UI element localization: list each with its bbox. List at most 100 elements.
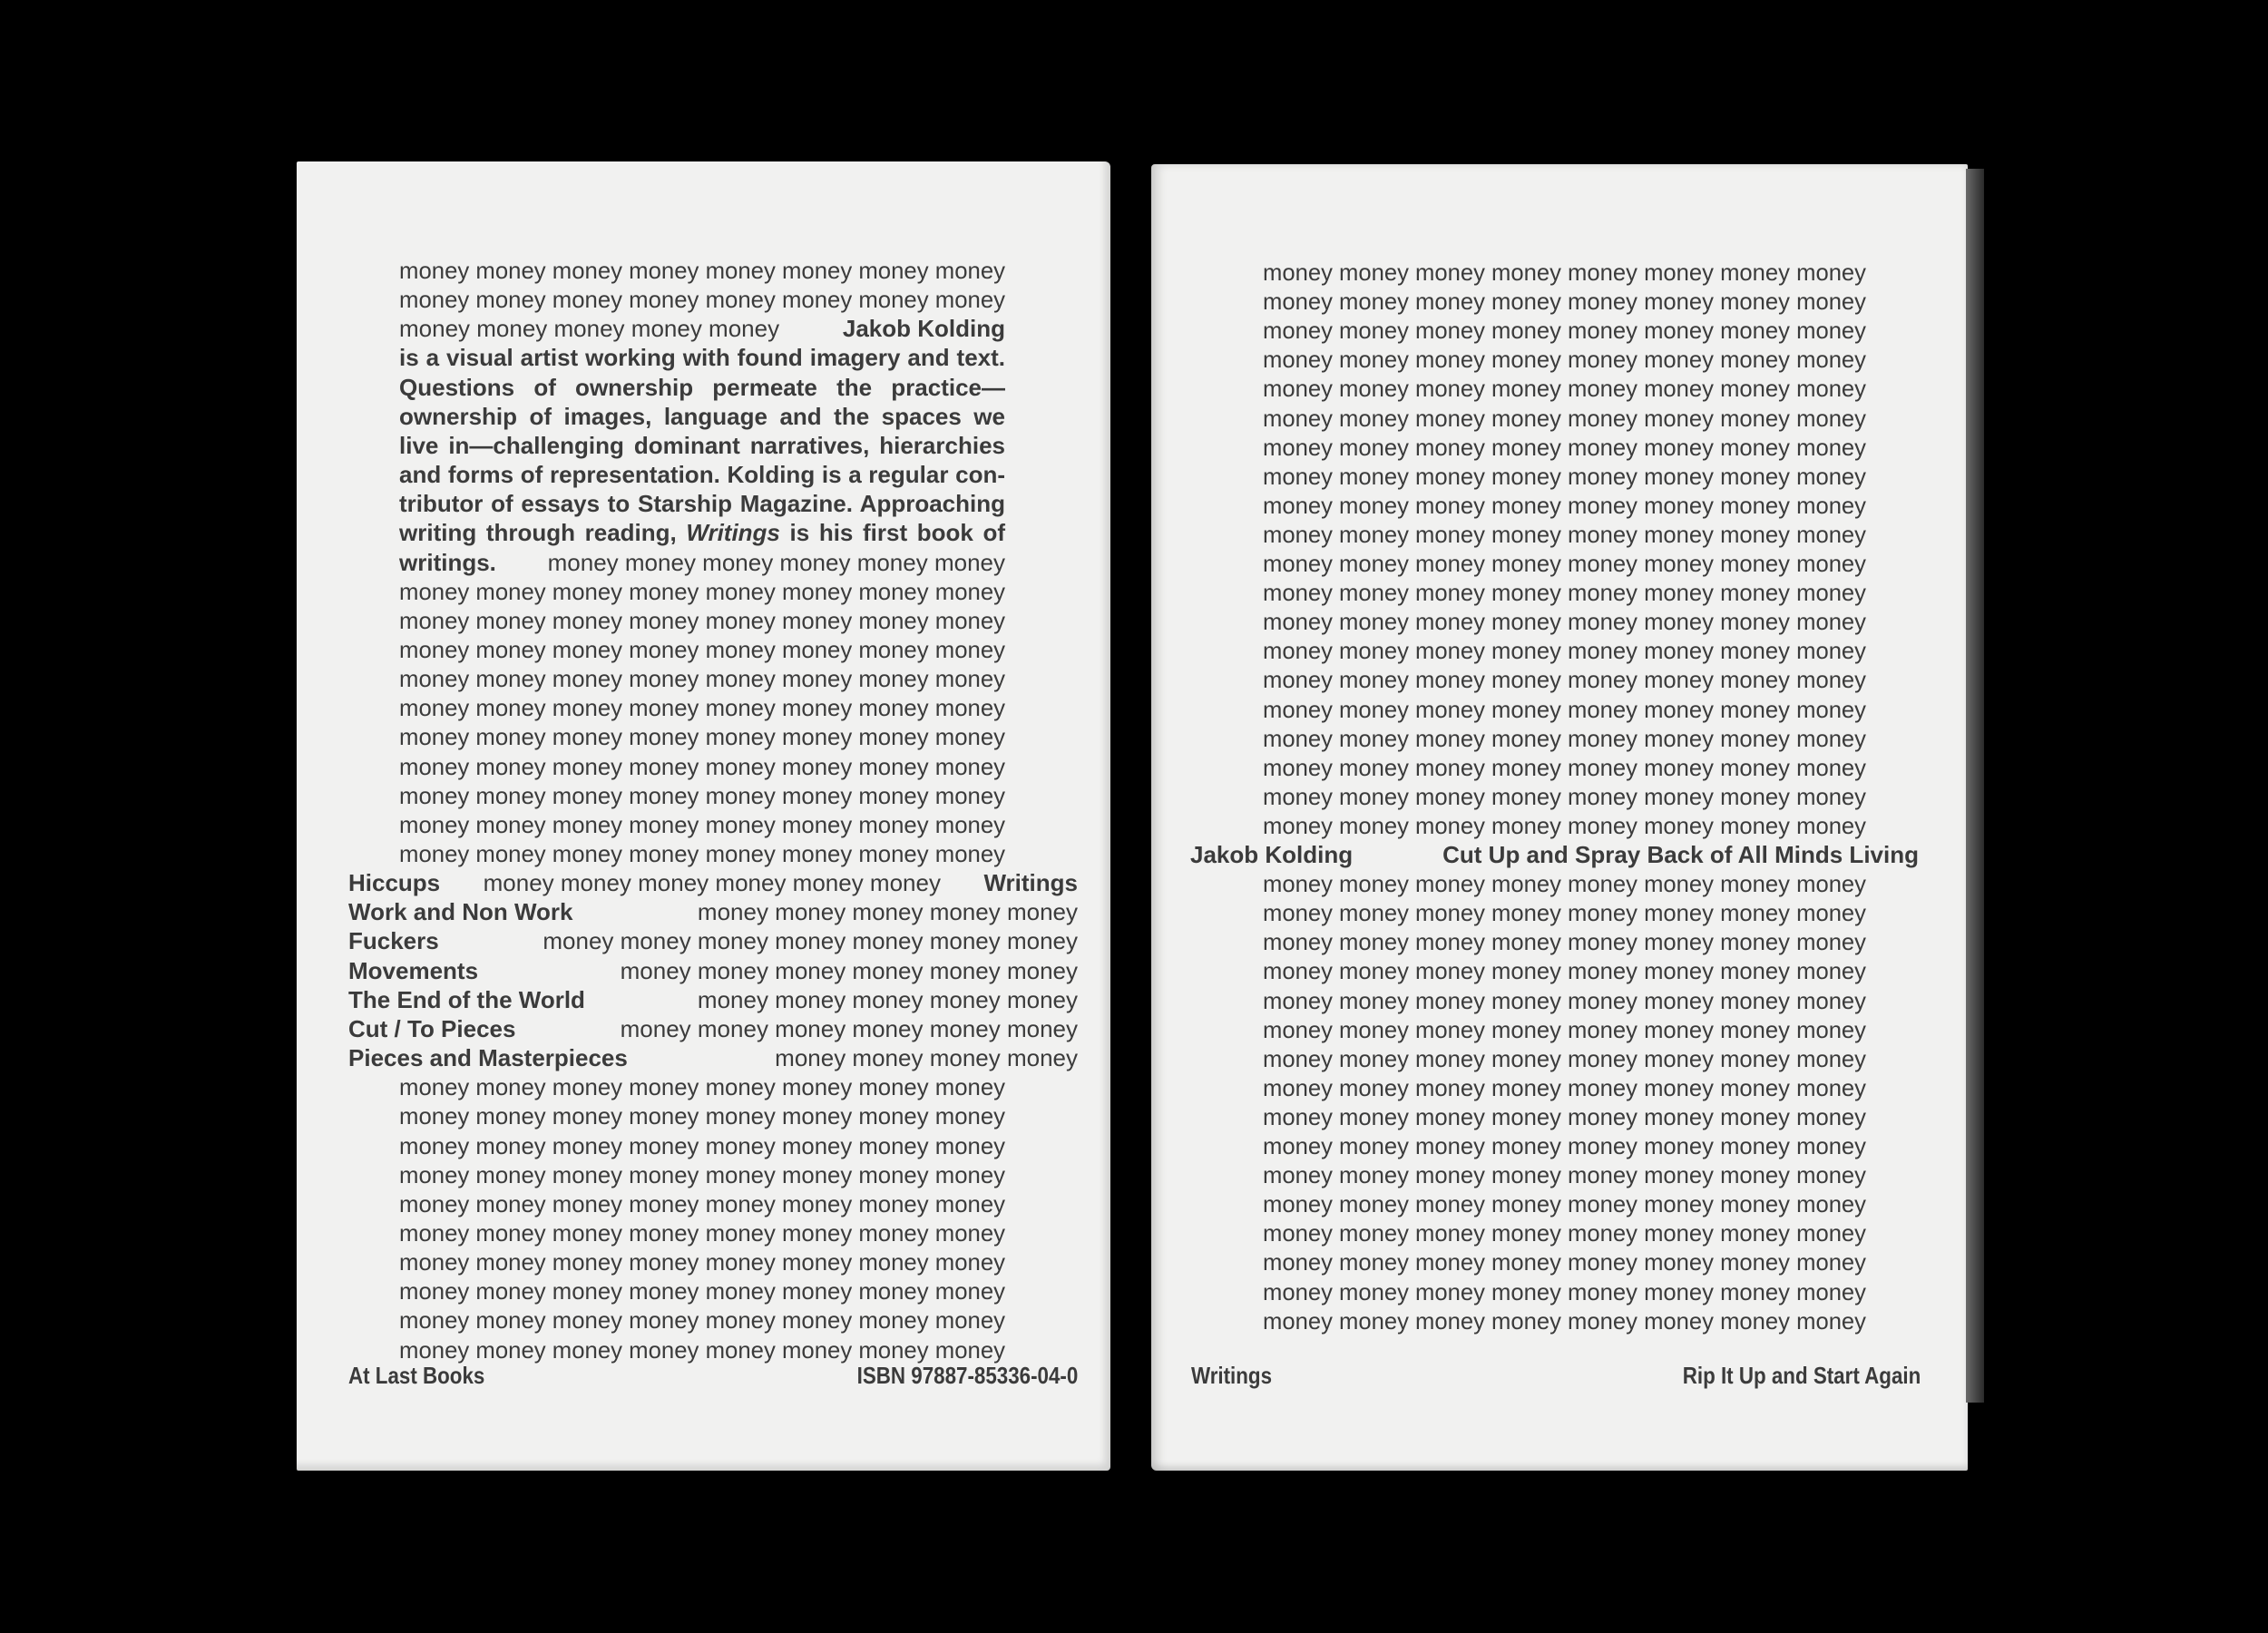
money-text: money money money money money money mone…	[399, 840, 1005, 867]
text-line: Cut / To Pieces money money money money m…	[348, 1014, 1078, 1043]
money-text: money money money money money money	[483, 869, 941, 897]
money-text: money money money money money money mone…	[1263, 579, 1866, 607]
bold-text: Movements	[348, 956, 479, 984]
text-line: money money money money money money mone…	[1263, 607, 1875, 636]
money-text: money money money money money money mone…	[1263, 695, 1866, 723]
text-line: money money money money money money mone…	[399, 1247, 1012, 1276]
text-line: money money money money money money mone…	[399, 781, 1012, 810]
money-text: money money money money money money mone…	[1263, 317, 1866, 345]
text-line: money money money money money money mone…	[1263, 1306, 1875, 1335]
bold-text: Cut / To Pieces	[348, 1014, 516, 1042]
money-text: money money money money money money mone…	[1263, 288, 1866, 316]
text-line: money money money money money money mone…	[1263, 491, 1875, 520]
text-line: money money money money money money mone…	[1263, 1073, 1875, 1102]
money-text: money money money money money money mone…	[1263, 1161, 1866, 1189]
money-text: money money money money money money mone…	[1263, 1248, 1866, 1276]
money-text: money money money money money money	[547, 548, 1005, 576]
money-text: money money money money money money mone…	[399, 1073, 1005, 1101]
money-text: money money money money money money mone…	[399, 257, 1005, 284]
money-text: money money money money money money mone…	[1263, 433, 1866, 461]
money-text: money money money money money money mone…	[1263, 957, 1866, 985]
money-text: money money money money money money mone…	[1263, 259, 1866, 286]
text-line: and forms of representation. Kolding is …	[399, 460, 1005, 489]
money-text: money money money money money money mone…	[1263, 753, 1866, 781]
text-line: money money money money money money mone…	[1263, 1189, 1875, 1218]
money-text: money money money money money money mone…	[1263, 1102, 1866, 1130]
money-text: money money money money money money mone…	[1263, 637, 1866, 665]
money-text: money money money money money money mone…	[1263, 608, 1866, 636]
bold-text: is a visual artist working with found im…	[399, 344, 1005, 372]
bold-text: writings.	[399, 548, 496, 576]
text-line: money money money money money money mone…	[399, 577, 1012, 606]
money-text: money money money money money money mone…	[399, 781, 1005, 809]
text-line: money money money money money money mone…	[1263, 986, 1875, 1015]
money-text: money money money money money money	[620, 1014, 1078, 1042]
text-line: Pieces and Masterpieces money money money…	[348, 1043, 1078, 1072]
text-line: money money money money money money mone…	[1263, 636, 1875, 665]
money-text: money money money money money money mone…	[1263, 666, 1866, 694]
series-name: Rip It Up and Start Again	[1682, 1362, 1921, 1389]
bold-text: Writings	[983, 869, 1078, 897]
text-line: money money money money money money mone…	[399, 635, 1012, 664]
book-title: Writings	[1191, 1362, 1273, 1389]
text-line: The End of the World money money money mo…	[348, 985, 1078, 1014]
bold-text: ownership of images, language and the sp…	[399, 402, 1005, 430]
text-line: Hiccups money money money money money mon…	[348, 868, 1078, 897]
text-line: money money money money money money mone…	[399, 1131, 1012, 1160]
text-line: money money money money money money mone…	[1263, 665, 1875, 694]
bold-text: Work and Non Work	[348, 898, 573, 926]
money-text: money money money money	[775, 1044, 1078, 1072]
text-line: writing through reading, Writings is his…	[399, 518, 1005, 547]
text-line: money money money money money money mone…	[1263, 1131, 1875, 1160]
bold-text: Jakob Kolding	[842, 315, 1005, 343]
text-line: money money money money money money mone…	[1263, 1218, 1875, 1247]
text-line: money money money money money money mone…	[1263, 258, 1875, 287]
money-text: money money money money money money mone…	[1263, 491, 1866, 519]
bold-text: Fuckers	[348, 927, 439, 955]
text-line: money money money money money money mone…	[399, 285, 1012, 314]
text-line: money money money money money money mone…	[399, 606, 1012, 635]
money-text: money money money money money money mone…	[399, 723, 1005, 751]
money-text: money money money money money money mone…	[399, 1102, 1005, 1130]
text-line: money money money money money money mone…	[399, 839, 1012, 868]
money-text: money money money money money money mone…	[1263, 550, 1866, 577]
money-text: money money money money money money mone…	[399, 810, 1005, 838]
text-line: money money money money money money mone…	[399, 1218, 1012, 1247]
bold-text: The End of the World	[348, 985, 585, 1013]
money-text: money money money money money money mone…	[399, 694, 1005, 722]
text-line: money money money money money money mone…	[1263, 520, 1875, 549]
money-text: money money money money money money mone…	[1263, 986, 1866, 1014]
text-line: money money money money money money mone…	[1263, 782, 1875, 811]
text-line: money money money money money money mone…	[399, 1072, 1012, 1101]
money-text: money money money money money money mone…	[1263, 375, 1866, 403]
money-text: money money money money money money mone…	[1263, 870, 1866, 898]
book-spine-edge	[1966, 169, 1984, 1403]
text-line: money money money money money money mone…	[399, 1335, 1012, 1364]
text-line: Movements money money money money money m…	[348, 956, 1078, 985]
money-text: money money money money money money mone…	[1263, 346, 1866, 374]
text-line: money money money money money money mone…	[399, 810, 1012, 839]
money-text: money money money money money money mone…	[1263, 899, 1866, 927]
bold-text: tributor of essays to Starship Magazine.…	[399, 490, 1005, 518]
money-text: money money money money money money mone…	[399, 665, 1005, 693]
text-line: money money money money money money mone…	[1263, 898, 1875, 927]
money-text: money money money money money money mone…	[399, 1306, 1005, 1335]
money-text: money money money money money money mone…	[1263, 1132, 1866, 1159]
text-line: money money money money money Jakob Koldi…	[399, 314, 1005, 343]
text-line: money money money money money money mone…	[1263, 753, 1875, 782]
text-line: Jakob Kolding Cut Up and Spray Back of Al…	[1190, 840, 1919, 869]
text-line: money money money money money money mone…	[1263, 316, 1875, 345]
bold-text: Jakob Kolding	[1190, 841, 1354, 868]
money-text: money money money money money	[399, 315, 780, 343]
money-text: money money money money money money mone…	[399, 752, 1005, 780]
text-line: money money money money money money mone…	[399, 1189, 1012, 1218]
bio-text-run: is his first book of	[779, 519, 1005, 547]
money-text: money money money money money money mone…	[399, 1131, 1005, 1159]
text-line: money money money money money money mone…	[399, 256, 1012, 285]
text-line: money money money money money money mone…	[1263, 345, 1875, 374]
money-text: money money money money money money mone…	[1263, 811, 1866, 839]
bold-text: live in—challenging dominant narratives,…	[399, 431, 1005, 459]
money-text: money money money money money money mone…	[1263, 520, 1866, 548]
money-text: money money money money money money mone…	[1263, 1306, 1866, 1335]
text-line: money money money money money money mone…	[1263, 404, 1875, 433]
